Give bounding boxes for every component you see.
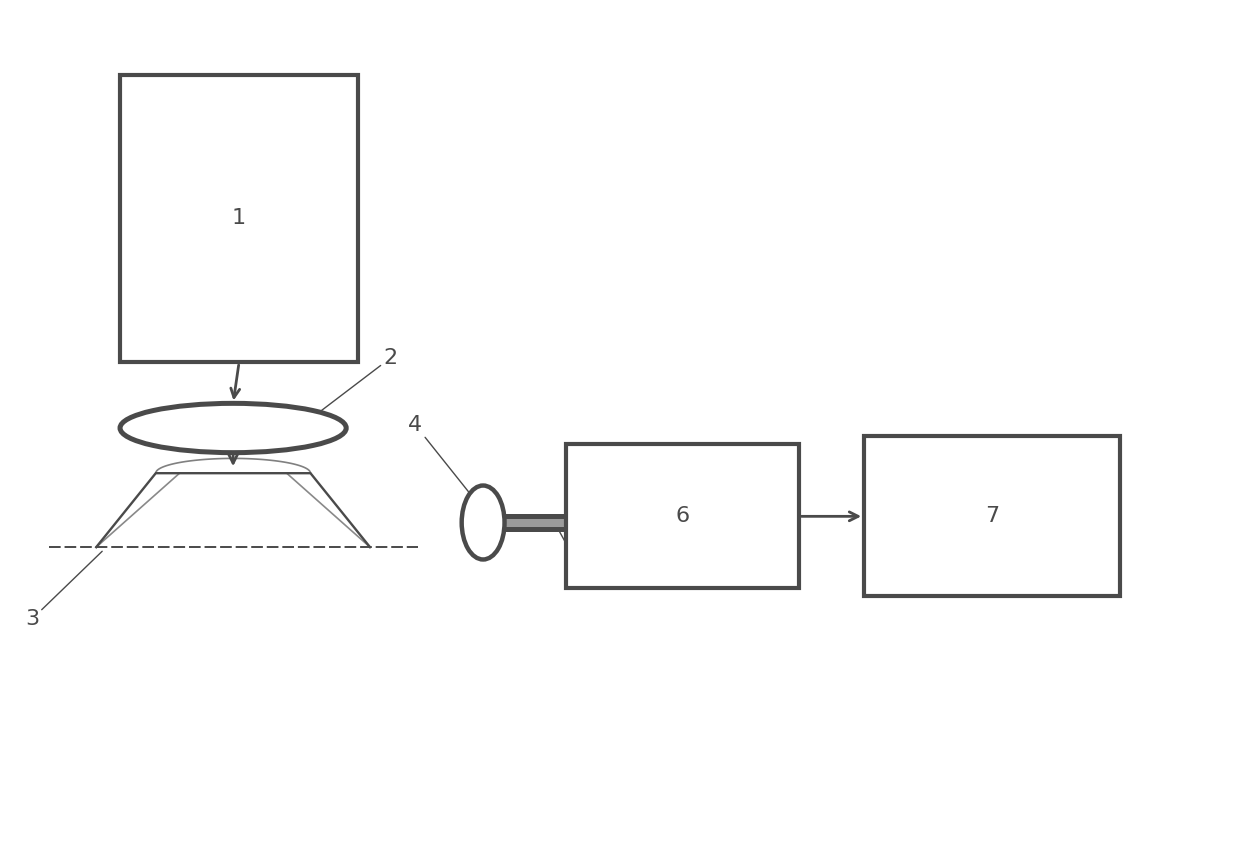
Text: 2: 2 — [317, 348, 398, 413]
Bar — [567, 444, 799, 588]
Bar — [120, 74, 358, 362]
Polygon shape — [505, 516, 567, 529]
Text: 6: 6 — [676, 507, 689, 526]
Text: 5: 5 — [558, 529, 594, 591]
Ellipse shape — [120, 403, 346, 453]
Bar — [864, 437, 1120, 597]
Ellipse shape — [461, 485, 505, 560]
Text: 1: 1 — [232, 209, 246, 229]
Text: 3: 3 — [25, 551, 102, 629]
Text: 4: 4 — [408, 415, 472, 496]
Text: 7: 7 — [985, 507, 999, 526]
